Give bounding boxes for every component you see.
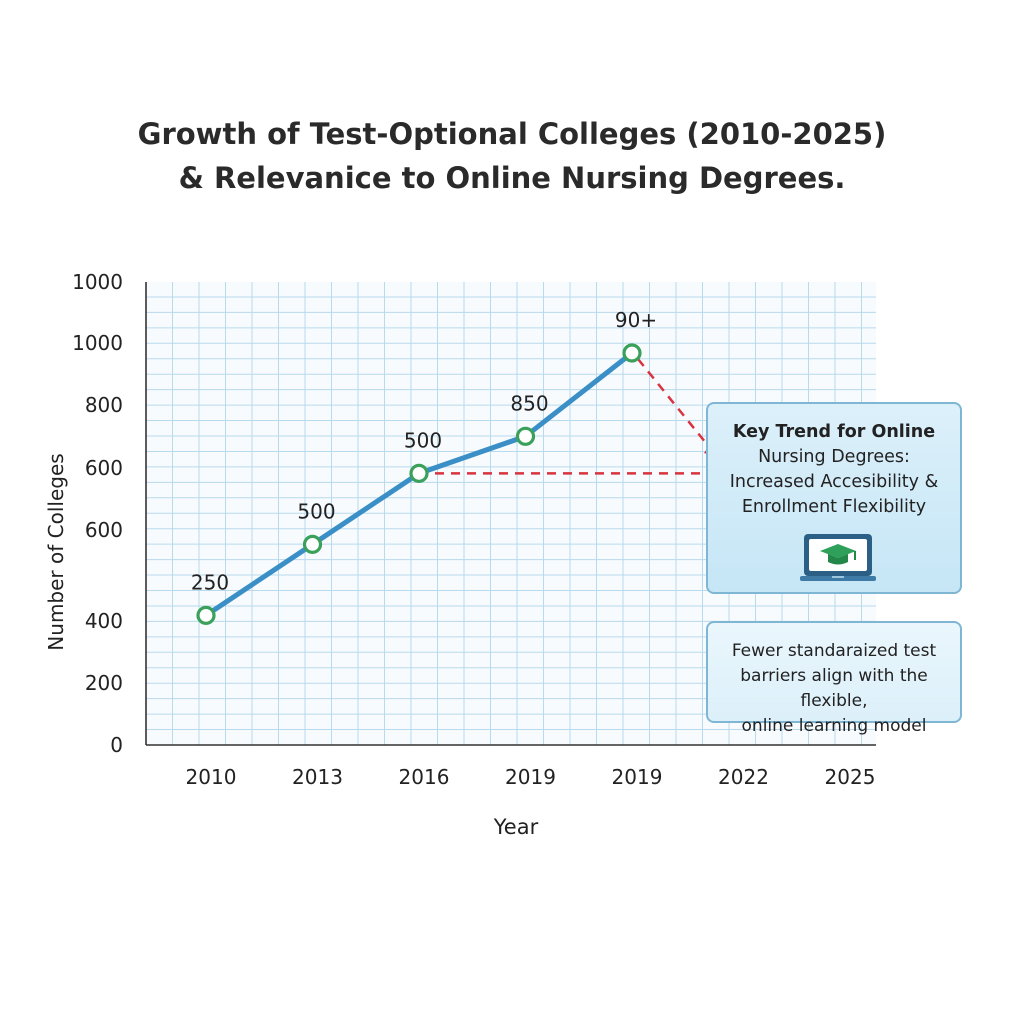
note-line-1: Fewer standaraized test — [731, 641, 937, 661]
y-tick-label: 600 — [85, 518, 123, 542]
y-tick-label: 400 — [85, 609, 123, 633]
y-tick-label: 1000 — [72, 331, 123, 355]
x-tick-label: 2019 — [505, 765, 556, 789]
y-tick-label: 200 — [85, 671, 123, 695]
data-point — [196, 605, 216, 625]
x-tick-label: 2025 — [825, 765, 876, 789]
key-trend-callout: Key Trend for Online Nursing Degrees: In… — [706, 402, 962, 594]
data-point — [622, 343, 642, 363]
key-trend-line-3: Increased Accesibility & — [729, 472, 939, 492]
data-point — [409, 463, 429, 483]
note-line-2: barriers align with the flexible, — [740, 666, 928, 711]
annotation-arrow-line — [637, 358, 711, 449]
x-tick-label: 2019 — [612, 765, 663, 789]
note-callout: Fewer standaraized test barriers align w… — [706, 621, 962, 736]
note-line-3: online learning model — [741, 716, 927, 736]
key-trend-line-2: Nursing Degrees: — [758, 447, 910, 467]
data-label: 500 — [297, 499, 335, 523]
chart-title-line-2: & Relevanice to Online Nursing Degrees. — [178, 161, 846, 195]
x-tick-label: 2010 — [186, 765, 237, 789]
data-label: 850 — [510, 391, 548, 415]
data-point — [515, 426, 536, 446]
y-tick-label: 600 — [85, 456, 123, 480]
data-label: 90+ — [615, 308, 657, 332]
laptop-graduation-cap-icon — [800, 534, 876, 581]
y-tick-label: 1000 — [72, 270, 123, 294]
data-label: 250 — [191, 570, 229, 594]
data-point — [302, 534, 323, 554]
chart-title-line-1: Growth of Test-Optional Colleges (2010-2… — [137, 117, 887, 151]
y-tick-label: 0 — [110, 733, 123, 757]
data-label: 500 — [404, 428, 442, 452]
key-trend-line-4: Enrollment Flexibility — [741, 497, 927, 517]
x-axis-label: Year — [493, 815, 539, 839]
x-tick-label: 2022 — [718, 765, 769, 789]
key-trend-line-1: Key Trend for Online — [732, 422, 936, 442]
y-tick-label: 800 — [85, 393, 123, 417]
y-axis-label: Number of Colleges — [44, 453, 68, 650]
x-tick-label: 2013 — [292, 765, 343, 789]
x-tick-label: 2016 — [399, 765, 450, 789]
chart-title: Growth of Test-Optional Colleges (2010-2… — [0, 112, 1024, 200]
